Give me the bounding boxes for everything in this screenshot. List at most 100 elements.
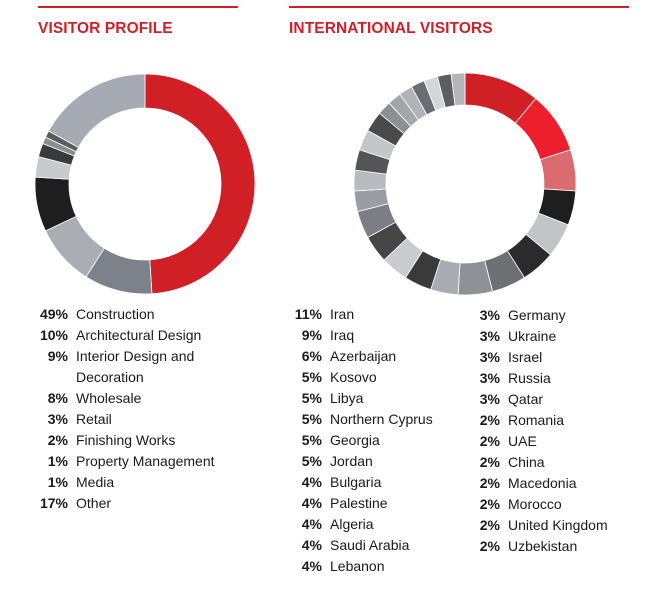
legend-label: Iraq bbox=[330, 327, 355, 343]
international-visitors-legend-col1: 11% Iran 9% Iraq 6% Azerbaijan 5% Kosovo 5% Libya… bbox=[292, 304, 433, 577]
legend-percent: 4% bbox=[301, 537, 322, 553]
slice-intl-24 bbox=[450, 72, 466, 107]
legend-label: Kosovo bbox=[330, 369, 377, 385]
legend-row: 10% Architectural Design bbox=[36, 325, 226, 346]
legend-percent: 2% bbox=[479, 496, 500, 512]
legend-percent: 3% bbox=[479, 307, 500, 323]
legend-row: 2% United Kingdom bbox=[478, 515, 608, 536]
international-visitors-legend-col2: 3% Germany 3% Ukraine 3% Israel 3% Russia 3% Qata… bbox=[478, 305, 608, 557]
legend-percent: 49% bbox=[39, 306, 68, 322]
legend-label: Georgia bbox=[330, 432, 380, 448]
legend-label: Property Management bbox=[76, 453, 215, 469]
chart-title: VISITOR PROFILE bbox=[38, 20, 173, 37]
legend-row: 11% Iran bbox=[292, 304, 433, 325]
title-rule bbox=[289, 6, 629, 8]
legend-row: 5% Northern Cyprus bbox=[292, 409, 433, 430]
legend-row: 2% China bbox=[478, 452, 608, 473]
legend-row: 6% Azerbaijan bbox=[292, 346, 433, 367]
legend-label: Lebanon bbox=[330, 558, 385, 574]
legend-label: Uzbekistan bbox=[508, 538, 578, 554]
legend-row: 3% Qatar bbox=[478, 389, 608, 410]
legend-label: Romania bbox=[508, 412, 565, 428]
legend-percent: 3% bbox=[479, 349, 500, 365]
legend-row: 9% Iraq bbox=[292, 325, 433, 346]
legend-percent: 4% bbox=[301, 474, 322, 490]
title-rule bbox=[38, 6, 238, 8]
legend-row: 9% Interior Design and Decoration bbox=[36, 346, 226, 388]
legend-percent: 2% bbox=[479, 412, 500, 428]
legend-percent: 3% bbox=[47, 411, 68, 427]
legend-row: 3% Russia bbox=[478, 368, 608, 389]
legend-percent: 5% bbox=[301, 453, 322, 469]
legend-row: 4% Lebanon bbox=[292, 556, 433, 577]
international-visitors-donut bbox=[353, 72, 577, 296]
legend-percent: 2% bbox=[479, 538, 500, 554]
legend-percent: 3% bbox=[479, 328, 500, 344]
legend-row: 5% Georgia bbox=[292, 430, 433, 451]
legend-row: 3% Ukraine bbox=[478, 326, 608, 347]
legend-row: 3% Israel bbox=[478, 347, 608, 368]
legend-percent: 4% bbox=[301, 495, 322, 511]
legend-label: China bbox=[508, 454, 545, 470]
legend-row: 4% Saudi Arabia bbox=[292, 535, 433, 556]
legend-row: 5% Libya bbox=[292, 388, 433, 409]
slice-profile-8 bbox=[48, 73, 146, 148]
legend-percent: 2% bbox=[479, 433, 500, 449]
legend-row: 2% Macedonia bbox=[478, 473, 608, 494]
legend-row: 8% Wholesale bbox=[36, 388, 226, 409]
legend-label: United Kingdom bbox=[508, 517, 608, 533]
legend-label: Libya bbox=[330, 390, 364, 406]
legend-label: Construction bbox=[76, 306, 155, 322]
legend-percent: 1% bbox=[47, 453, 68, 469]
visitor-profile-legend: 49% Construction 10% Architectural Design 9%… bbox=[36, 304, 226, 514]
slice-profile-0 bbox=[144, 73, 256, 295]
legend-percent: 5% bbox=[301, 369, 322, 385]
legend-label: Macedonia bbox=[508, 475, 577, 491]
legend-label: Algeria bbox=[330, 516, 374, 532]
legend-percent: 5% bbox=[301, 411, 322, 427]
legend-row: 1% Property Management bbox=[36, 451, 226, 472]
legend-percent: 2% bbox=[47, 432, 68, 448]
visitor-profile-panel: VISITOR PROFILE bbox=[38, 0, 238, 38]
legend-percent: 4% bbox=[301, 516, 322, 532]
legend-row: 2% Uzbekistan bbox=[478, 536, 608, 557]
legend-row: 1% Media bbox=[36, 472, 226, 493]
legend-label: Finishing Works bbox=[76, 432, 176, 448]
legend-percent: 10% bbox=[39, 327, 68, 343]
legend-row: 4% Bulgaria bbox=[292, 472, 433, 493]
legend-label: Wholesale bbox=[76, 390, 142, 406]
legend-percent: 3% bbox=[479, 391, 500, 407]
legend-row: 2% Finishing Works bbox=[36, 430, 226, 451]
legend-label: Bulgaria bbox=[330, 474, 382, 490]
legend-label: Palestine bbox=[330, 495, 388, 511]
legend-percent: 1% bbox=[47, 474, 68, 490]
international-visitors-panel: INTERNATIONAL VISITORS bbox=[289, 0, 629, 38]
legend-row: 5% Jordan bbox=[292, 451, 433, 472]
legend-percent: 5% bbox=[301, 390, 322, 406]
visitor-profile-donut bbox=[34, 73, 256, 295]
legend-row: 3% Retail bbox=[36, 409, 226, 430]
legend-row: 2% Romania bbox=[478, 410, 608, 431]
legend-label: Israel bbox=[508, 349, 543, 365]
legend-label: Northern Cyprus bbox=[330, 411, 433, 427]
legend-label: Qatar bbox=[508, 391, 544, 407]
legend-label: Russia bbox=[508, 370, 551, 386]
legend-row: 3% Germany bbox=[478, 305, 608, 326]
legend-label: UAE bbox=[508, 433, 537, 449]
legend-row: 2% UAE bbox=[478, 431, 608, 452]
legend-label: Morocco bbox=[508, 496, 562, 512]
legend-label: Jordan bbox=[330, 453, 373, 469]
legend-label: Iran bbox=[330, 306, 355, 322]
legend-row: 2% Morocco bbox=[478, 494, 608, 515]
legend-label: Other bbox=[76, 495, 112, 511]
legend-percent: 2% bbox=[479, 475, 500, 491]
legend-percent: 8% bbox=[47, 390, 68, 406]
legend-label: Saudi Arabia bbox=[330, 537, 410, 553]
legend-label: Retail bbox=[76, 411, 112, 427]
legend-percent: 3% bbox=[479, 370, 500, 386]
legend-percent: 17% bbox=[39, 495, 68, 511]
legend-row: 4% Algeria bbox=[292, 514, 433, 535]
legend-percent: 9% bbox=[301, 327, 322, 343]
legend-label: Germany bbox=[508, 307, 566, 323]
legend-label: Architectural Design bbox=[76, 327, 202, 343]
